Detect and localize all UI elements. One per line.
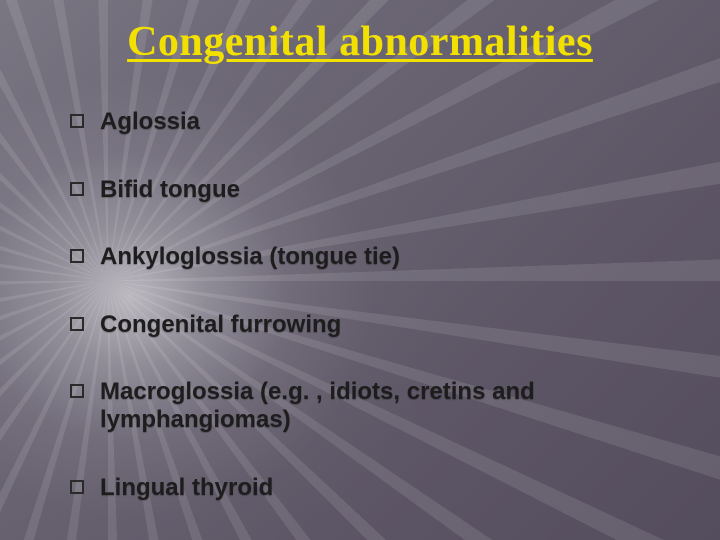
list-item: Bifid tongue [70,176,660,204]
bullet-list: Aglossia Bifid tongue Ankyloglossia (tongu… [70,108,660,540]
checkbox-bullet-icon [70,182,84,196]
list-item: Macroglossia (e.g. , idiots, cretins and… [70,378,660,433]
list-item-text: Congenital furrowing [100,311,341,339]
list-item-text: Lingual thyroid [100,474,273,502]
list-item-text: Macroglossia (e.g. , idiots, cretins and… [100,378,660,433]
list-item: Ankyloglossia (tongue tie) [70,243,660,271]
list-item: Congenital furrowing [70,311,660,339]
list-item-text: Ankyloglossia (tongue tie) [100,243,400,271]
slide-title: Congenital abnormalities [0,18,720,66]
list-item: Lingual thyroid [70,474,660,502]
checkbox-bullet-icon [70,114,84,128]
list-item-text: Aglossia [100,108,200,136]
checkbox-bullet-icon [70,249,84,263]
checkbox-bullet-icon [70,480,84,494]
list-item: Aglossia [70,108,660,136]
slide: Congenital abnormalities Aglossia Bifid t… [0,0,720,540]
checkbox-bullet-icon [70,317,84,331]
checkbox-bullet-icon [70,384,84,398]
list-item-text: Bifid tongue [100,176,240,204]
